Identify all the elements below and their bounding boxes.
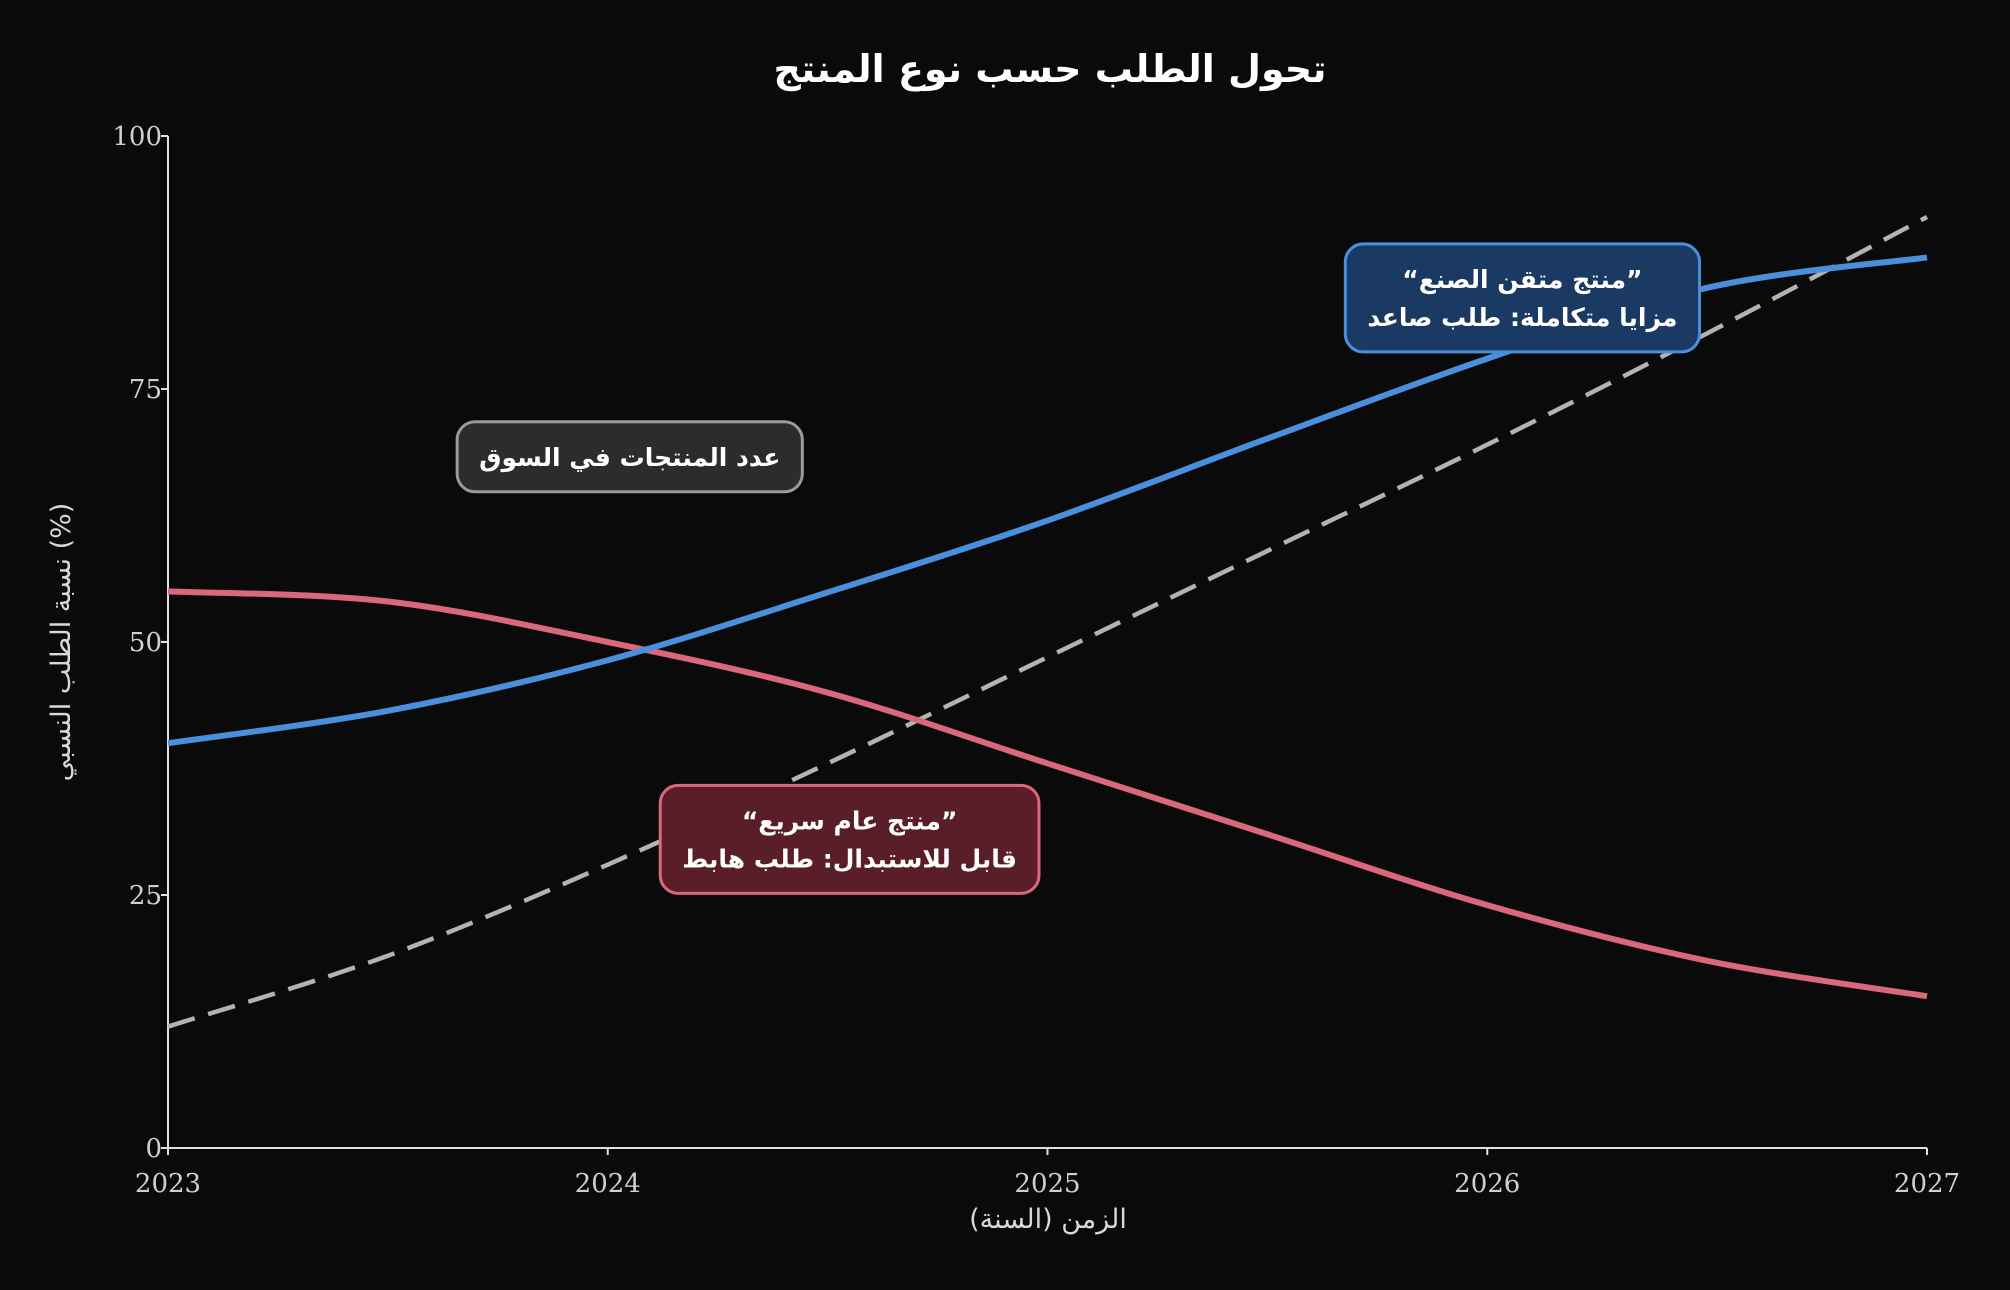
annotation-box-market xyxy=(455,420,804,494)
annotation-layer: “منتج متقن الصنع” مزايا متكاملة: طلب صاعد… xyxy=(455,242,1702,895)
series-line-market xyxy=(167,214,1929,1029)
annotation-box-premium xyxy=(1343,242,1702,354)
annotation-box-fast xyxy=(658,783,1041,895)
annotation-text-market: عدد المنتجات في السوق xyxy=(479,443,780,473)
y-axis-label: نسبة الطلب النسبي (%) xyxy=(46,503,77,782)
annotation-market: عدد المنتجات في السوق xyxy=(455,420,804,494)
x-tick-label: 2023 xyxy=(135,1169,201,1199)
y-tick-label: 50 xyxy=(129,628,162,658)
annotation-text-fast: “منتج عام سريع” xyxy=(742,806,958,836)
chart-title: تحول الطلب حسب نوع المنتج xyxy=(774,47,1327,91)
annotation-text-premium: مزايا متكاملة: طلب صاعد xyxy=(1367,303,1677,333)
annotation-text-premium: “منتج متقن الصنع” xyxy=(1402,265,1642,295)
y-tick-label: 75 xyxy=(129,375,162,405)
annotation-premium: “منتج متقن الصنع” مزايا متكاملة: طلب صاعد xyxy=(1343,242,1702,354)
series-line-fast xyxy=(167,588,1928,1000)
x-tick-label: 2025 xyxy=(1014,1169,1080,1199)
y-tick-label: 0 xyxy=(145,1134,162,1164)
y-tick-label: 100 xyxy=(112,122,162,152)
axes: 2023 2024 2025 2026 2027 0 25 50 75 100 xyxy=(112,122,1960,1199)
y-tick-label: 25 xyxy=(129,881,162,911)
x-axis-label: الزمن (السنة) xyxy=(969,1204,1127,1235)
annotation-text-fast: قابل للاستبدال: طلب هابط xyxy=(682,844,1017,873)
annotation-fast: “منتج عام سريع” قابل للاستبدال: طلب هابط xyxy=(658,783,1041,895)
x-tick-label: 2026 xyxy=(1454,1169,1520,1199)
x-tick-label: 2024 xyxy=(575,1169,641,1199)
x-tick-label: 2027 xyxy=(1894,1169,1960,1199)
